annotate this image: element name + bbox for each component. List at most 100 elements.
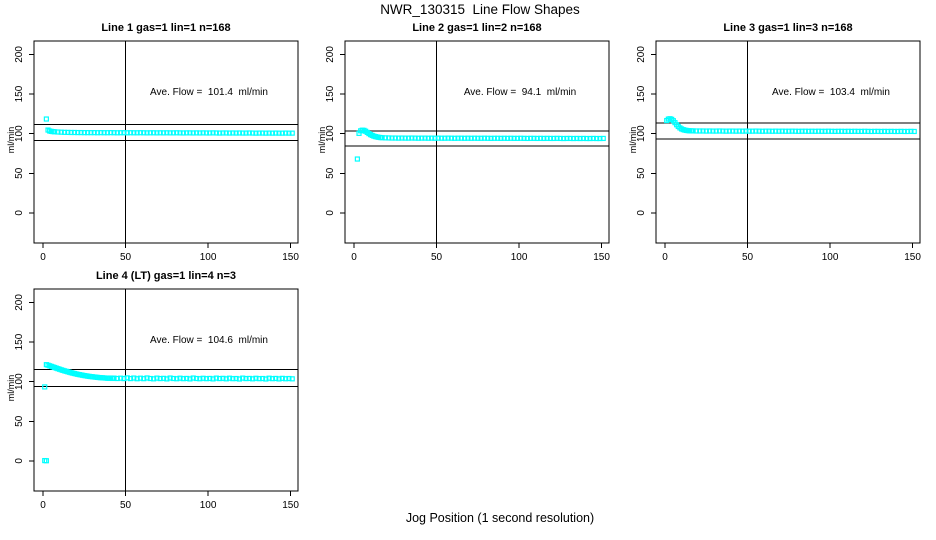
scatter-point <box>733 128 739 134</box>
ave-flow-annotation: Ave. Flow = 101.4 ml/min <box>150 87 268 98</box>
scatter-point <box>600 135 606 142</box>
scatter-point <box>693 128 700 134</box>
scatter-point <box>200 130 206 136</box>
scatter-point <box>151 376 157 382</box>
scatter-point <box>78 129 84 136</box>
scatter-point <box>445 135 451 141</box>
scatter-point <box>763 128 769 134</box>
scatter-point <box>534 135 540 142</box>
subplot-title: Line 1 gas=1 lin=1 n=168 <box>101 22 231 34</box>
scatter-point <box>759 128 766 134</box>
figure-title: NWR_130315 Line Flow Shapes <box>380 2 580 17</box>
y-tick-label: 100 <box>14 125 25 142</box>
scatter-point <box>273 375 279 382</box>
scatter-point <box>200 375 206 381</box>
scatter-point <box>253 375 259 381</box>
scatter-point <box>868 128 874 135</box>
scatter-point <box>891 128 898 135</box>
scatter-point <box>878 128 884 135</box>
x-tick-label: 0 <box>40 252 46 263</box>
scatter-point <box>220 130 226 136</box>
scatter-point <box>832 128 838 134</box>
scatter-point <box>160 130 167 136</box>
scatter-point <box>425 135 431 141</box>
subplot-line4: Line 4 (LT) gas=1 lin=4 n=3 ml/min Ave. … <box>0 268 314 518</box>
scatter-point <box>574 135 580 142</box>
scatter-point <box>415 135 422 141</box>
scatter-point <box>276 130 282 136</box>
scatter-point <box>839 128 845 134</box>
scatter-point <box>151 130 157 136</box>
scatter-point <box>170 130 177 136</box>
scatter-point <box>881 128 888 134</box>
scatter-point <box>236 376 243 382</box>
scatter-point <box>554 135 560 141</box>
scatter-point <box>802 128 808 134</box>
scatter-point <box>822 128 828 134</box>
scatter-point <box>250 376 256 382</box>
y-tick-label: 50 <box>14 415 25 427</box>
scatter-point <box>289 130 295 136</box>
scatter-point <box>213 375 219 381</box>
y-tick-label: 150 <box>14 333 25 350</box>
scatter-point <box>905 128 911 135</box>
scatter-point <box>435 135 441 141</box>
scatter-point <box>111 375 117 381</box>
scatter-point <box>409 135 415 141</box>
y-tick-label: 0 <box>14 458 25 464</box>
scatter-point <box>256 376 262 382</box>
scatter-point <box>131 130 137 136</box>
scatter-point <box>452 135 458 141</box>
scatter-point <box>289 376 295 382</box>
scatter-point <box>815 128 822 134</box>
y-tick-label: 50 <box>14 167 25 179</box>
scatter-point <box>193 375 200 382</box>
scatter-point <box>180 130 186 136</box>
y-tick-label: 200 <box>14 46 25 63</box>
scatter-point <box>223 130 229 136</box>
scatter-point <box>901 128 907 135</box>
scatter-point <box>448 135 455 141</box>
scatter-point <box>124 130 130 136</box>
scatter-point <box>104 130 111 136</box>
scatter-point <box>541 135 547 142</box>
scatter-point <box>141 376 147 382</box>
scatter-point <box>799 128 805 134</box>
scatter-point <box>207 130 213 136</box>
axis-box <box>655 40 921 244</box>
scatter-point <box>61 129 68 135</box>
scatter-point <box>796 128 802 134</box>
scatter-point <box>223 376 229 382</box>
scatter-point <box>858 128 865 134</box>
x-tick-label: 150 <box>282 500 299 511</box>
scatter-point <box>412 135 418 141</box>
scatter-point <box>690 128 696 134</box>
scatter-point <box>389 135 395 141</box>
scatter-point <box>184 130 190 136</box>
scatter-point <box>769 128 775 134</box>
subplot-title: Line 4 (LT) gas=1 lin=4 n=3 <box>95 270 237 282</box>
scatter-point <box>481 135 488 141</box>
scatter-point <box>537 135 544 141</box>
scatter-point <box>170 375 177 382</box>
scatter-point <box>399 135 405 141</box>
scatter-point <box>127 375 134 382</box>
plot-canvas-line1: 0 50 100 150 0 50 100 150 200 <box>14 40 299 263</box>
scatter-point <box>177 375 183 381</box>
scatter-point <box>531 135 537 141</box>
scatter-point <box>432 135 438 141</box>
scatter-point <box>710 128 716 134</box>
y-tick-label: 200 <box>325 46 336 63</box>
scatter-point <box>703 128 709 134</box>
scatter-point <box>597 135 603 142</box>
scatter-point <box>354 156 360 162</box>
scatter-point <box>121 375 127 382</box>
scatter-point <box>167 130 173 136</box>
scatter-point <box>203 130 210 136</box>
scatter-point <box>782 128 789 134</box>
scatter-point <box>243 130 249 136</box>
scatter-point <box>203 376 210 382</box>
scatter-point <box>875 128 881 134</box>
y-tick-label: 150 <box>636 85 647 102</box>
scatter-point <box>392 135 398 141</box>
